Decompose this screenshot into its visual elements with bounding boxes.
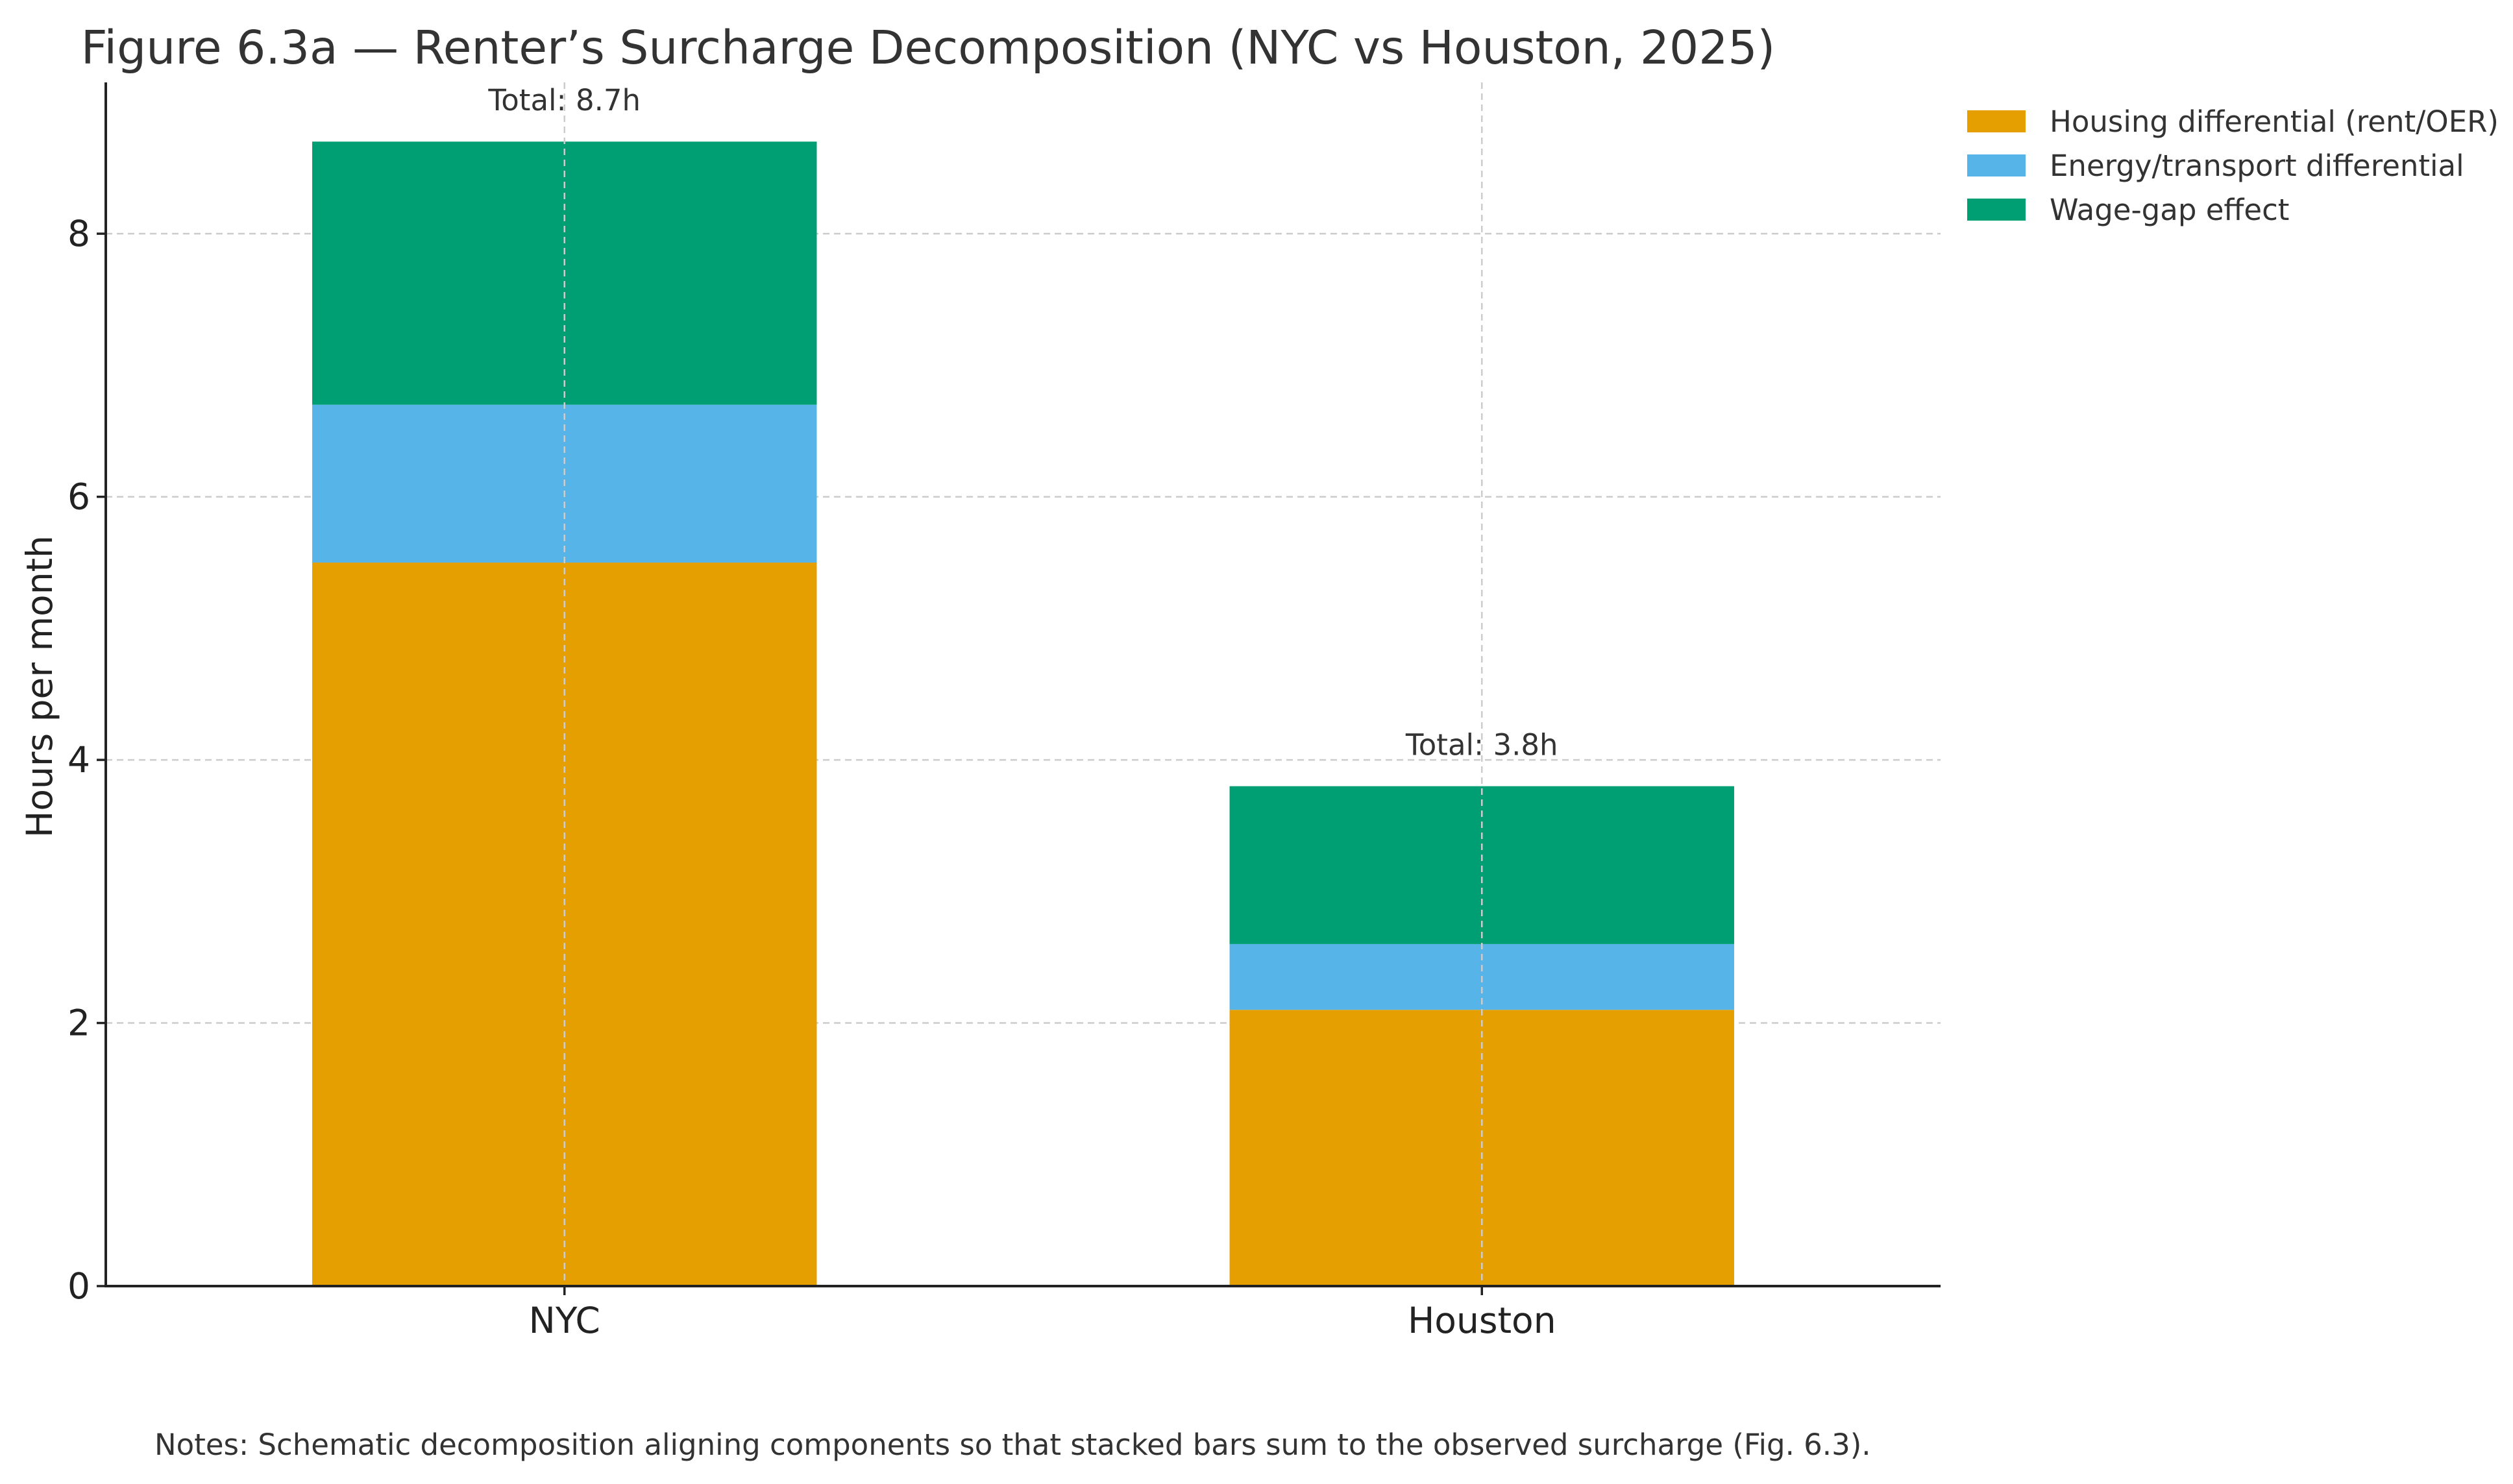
legend-swatch <box>1967 110 2026 132</box>
legend-label: Housing differential (rent/OER) <box>2050 104 2499 139</box>
vertical-gridlines <box>563 82 1483 1286</box>
x-tick-label: Houston <box>1408 1300 1556 1341</box>
y-tick-label: 0 <box>67 1265 90 1307</box>
y-tick-label: 4 <box>67 739 90 781</box>
y-tick-label: 6 <box>67 476 90 518</box>
axes <box>97 82 1941 1295</box>
legend-label: Wage-gap effect <box>2050 193 2289 227</box>
legend-swatch <box>1967 154 2026 176</box>
labels: 0 2 4 6 8 Total: 8.7h NYC Total: 3.8h Houston <box>67 83 1558 1341</box>
total-label: Total: 8.7h <box>487 83 641 117</box>
y-axis-label: Hours per month <box>19 535 60 838</box>
chart-title: Figure 6.3a — Renter’s Surcharge Decompo… <box>81 21 1776 75</box>
legend-swatch <box>1967 199 2026 221</box>
y-tick-label: 8 <box>67 213 90 254</box>
bar-segment-houston-3 <box>1229 786 1734 944</box>
legend: Housing differential (rent/OER) Energy/tr… <box>1967 104 2499 227</box>
chart-notes: Notes: Schematic decomposition aligning … <box>154 1428 1871 1462</box>
x-tick-label: NYC <box>529 1300 600 1341</box>
y-tick-label: 2 <box>67 1003 90 1044</box>
legend-label: Energy/transport differential <box>2050 149 2464 183</box>
bars <box>312 141 1734 1286</box>
total-label: Total: 3.8h <box>1405 728 1558 762</box>
